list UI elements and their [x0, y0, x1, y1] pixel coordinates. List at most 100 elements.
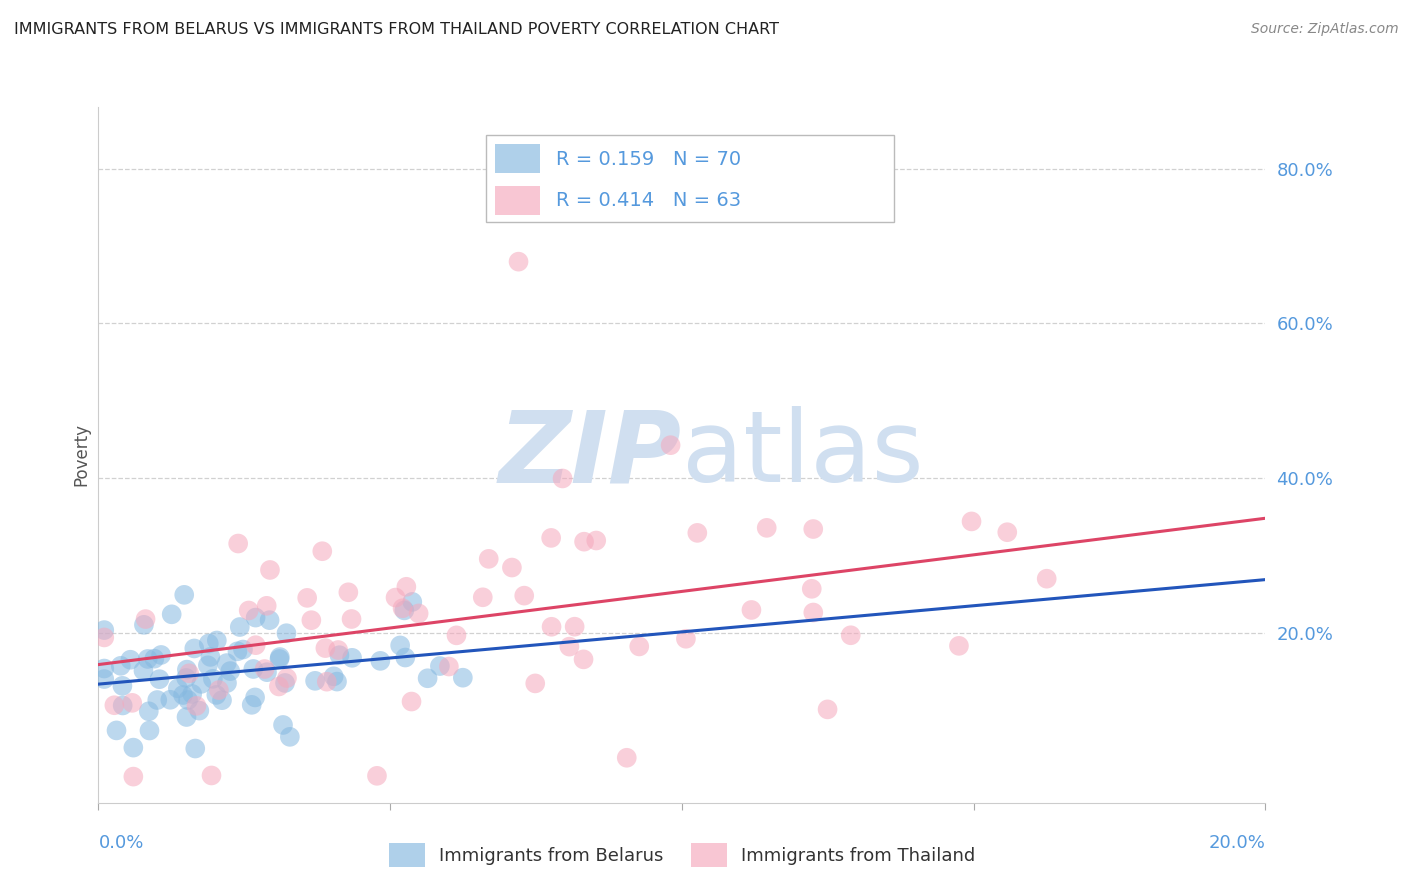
Point	[340, 612, 363, 626]
Point	[394, 603, 416, 617]
Point	[232, 642, 254, 657]
Point	[311, 544, 333, 558]
Point	[416, 671, 439, 685]
Point	[501, 560, 523, 574]
Point	[173, 588, 195, 602]
Point	[146, 693, 169, 707]
Point	[451, 671, 474, 685]
Point	[540, 531, 562, 545]
Point	[269, 652, 291, 666]
Point	[659, 438, 682, 452]
Text: IMMIGRANTS FROM BELARUS VS IMMIGRANTS FROM THAILAND POVERTY CORRELATION CHART: IMMIGRANTS FROM BELARUS VS IMMIGRANTS FR…	[14, 22, 779, 37]
Point	[299, 613, 322, 627]
Point	[122, 770, 145, 784]
Legend: Immigrants from Belarus, Immigrants from Thailand: Immigrants from Belarus, Immigrants from…	[381, 836, 983, 874]
Point	[267, 680, 290, 694]
Point	[801, 522, 824, 536]
Point	[278, 730, 301, 744]
Point	[215, 656, 238, 670]
Point	[1035, 572, 1057, 586]
Point	[337, 585, 360, 599]
Point	[370, 654, 392, 668]
Point	[181, 687, 204, 701]
Point	[572, 652, 595, 666]
Point	[839, 628, 862, 642]
Point	[800, 582, 823, 596]
Point	[219, 664, 242, 678]
Point	[395, 580, 418, 594]
Point	[176, 710, 198, 724]
Point	[172, 688, 194, 702]
Text: R = 0.159   N = 70: R = 0.159 N = 70	[555, 150, 741, 169]
Point	[328, 648, 350, 663]
Point	[215, 676, 238, 690]
Point	[200, 649, 222, 664]
Point	[105, 723, 128, 738]
Text: ZIP: ZIP	[499, 407, 682, 503]
Point	[271, 718, 294, 732]
Point	[200, 768, 222, 782]
Point	[513, 589, 536, 603]
Point	[471, 591, 494, 605]
Point	[401, 694, 423, 708]
Point	[93, 672, 115, 686]
Point	[960, 515, 983, 529]
Point	[197, 636, 219, 650]
Point	[585, 533, 607, 548]
Point	[176, 663, 198, 677]
Point	[315, 674, 337, 689]
Point	[740, 603, 762, 617]
Point	[366, 769, 388, 783]
Point	[328, 643, 350, 657]
FancyBboxPatch shape	[486, 135, 894, 222]
Point	[226, 536, 249, 550]
Point	[276, 626, 298, 640]
Point	[138, 704, 160, 718]
Point	[259, 563, 281, 577]
Point	[558, 640, 581, 654]
Point	[326, 674, 349, 689]
Point	[238, 603, 260, 617]
Point	[177, 693, 200, 707]
Point	[93, 631, 115, 645]
Point	[242, 662, 264, 676]
Point	[135, 612, 157, 626]
Y-axis label: Poverty: Poverty	[72, 424, 90, 486]
Point	[121, 696, 143, 710]
Point	[245, 610, 267, 624]
Point	[205, 688, 228, 702]
Point	[295, 591, 318, 605]
Point	[148, 672, 170, 686]
Point	[188, 704, 211, 718]
Point	[111, 698, 134, 713]
Point	[274, 676, 297, 690]
Point	[304, 673, 326, 688]
Point	[240, 698, 263, 712]
Point	[508, 254, 530, 268]
Point	[948, 639, 970, 653]
Point	[551, 471, 574, 485]
Point	[755, 521, 778, 535]
Point	[276, 671, 298, 685]
Point	[408, 607, 430, 621]
Point	[197, 658, 219, 673]
Bar	[495, 186, 540, 215]
Point	[256, 665, 278, 680]
Point	[686, 525, 709, 540]
Point	[253, 662, 276, 676]
Point	[817, 702, 839, 716]
Point	[122, 740, 145, 755]
Text: 20.0%: 20.0%	[1209, 834, 1265, 852]
Point	[524, 676, 547, 690]
Point	[384, 591, 406, 605]
Point	[259, 613, 281, 627]
Text: R = 0.414   N = 63: R = 0.414 N = 63	[555, 192, 741, 211]
Point	[340, 650, 363, 665]
Point	[159, 692, 181, 706]
Point	[243, 690, 266, 705]
Point	[256, 599, 278, 613]
Point	[628, 640, 651, 654]
Point	[226, 644, 249, 658]
Text: 0.0%: 0.0%	[98, 834, 143, 852]
Point	[184, 741, 207, 756]
